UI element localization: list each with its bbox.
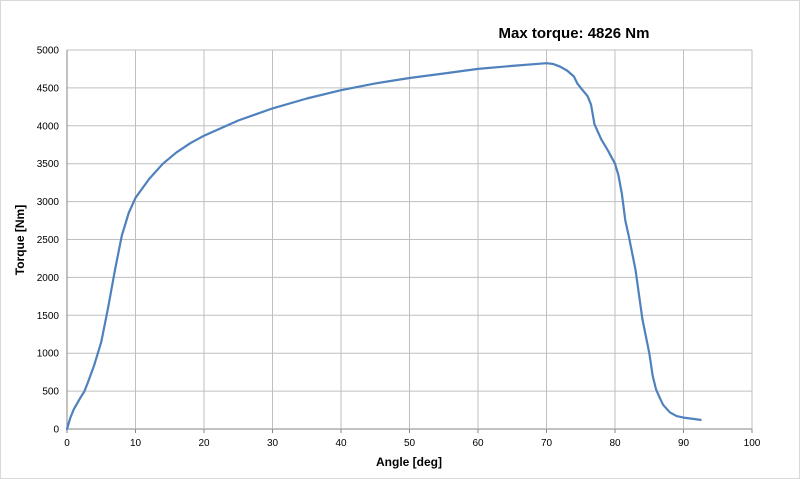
x-tick-label: 90 (678, 438, 690, 449)
x-tick-label: 40 (335, 438, 347, 449)
y-tick-label: 4000 (37, 121, 60, 132)
chart-title: Max torque: 4826 Nm (499, 25, 650, 42)
y-tick-label: 2500 (37, 235, 60, 246)
y-tick-label: 3000 (37, 197, 60, 208)
torque-series-line (65, 62, 702, 431)
x-tick-labels: 0 10 20 30 40 50 60 70 80 90 100 (64, 438, 761, 449)
y-tick-label: 4500 (37, 83, 60, 94)
x-tick-label: 30 (267, 438, 279, 449)
y-tick-labels: 0 500 1000 1500 2000 2500 3000 3500 4000 4500 5000 (37, 46, 60, 436)
x-tick-label: 0 (64, 438, 70, 449)
gridlines (66, 49, 753, 433)
x-tick-label: 70 (541, 438, 553, 449)
x-tick-label: 100 (744, 438, 761, 449)
y-tick-label: 1500 (37, 311, 60, 322)
x-tick-label: 80 (609, 438, 621, 449)
y-tick-label: 2000 (37, 273, 60, 284)
y-axis-title: Torque [Nm] (13, 205, 27, 275)
y-tick-label: 1000 (37, 349, 60, 360)
x-tick-label: 60 (472, 438, 484, 449)
y-tick-label: 0 (53, 425, 59, 436)
y-tick-label: 5000 (37, 46, 60, 57)
x-tick-label: 20 (198, 438, 210, 449)
x-tick-label: 50 (404, 438, 416, 449)
x-tick-label: 10 (130, 438, 142, 449)
x-axis-title: Angle [deg] (376, 455, 442, 469)
y-tick-label: 3500 (37, 159, 60, 170)
y-tick-label: 500 (42, 387, 59, 398)
